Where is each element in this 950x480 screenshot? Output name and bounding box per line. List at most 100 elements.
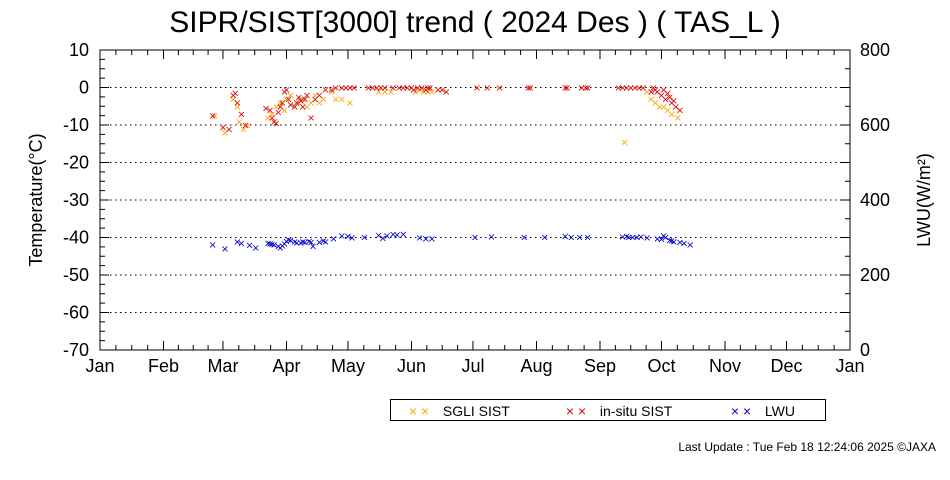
insitu-point: × [649, 83, 657, 94]
y2-tick-label: 0 [860, 340, 870, 360]
insitu-point: × [350, 83, 358, 94]
sgli-point: × [315, 98, 323, 109]
insitu-point: × [647, 87, 655, 98]
sgli-point: × [233, 102, 241, 113]
lwu-point: × [561, 232, 569, 243]
lwu-point: × [252, 243, 260, 254]
sgli-point: × [303, 102, 311, 113]
insitu-point: × [293, 98, 301, 109]
insitu-point: × [311, 94, 319, 105]
chart-title: SIPR/SIST[3000] trend ( 2024 Des ) ( TAS… [169, 6, 781, 39]
lwu-point: × [520, 232, 528, 243]
lwu-point: × [284, 235, 292, 246]
insitu-point: × [581, 83, 589, 94]
legend-label-sgli: SGLI SIST [442, 403, 510, 419]
lwu-point: × [305, 236, 313, 247]
lwu-point: × [301, 238, 309, 249]
lwu-point: × [309, 241, 317, 252]
insitu-point: × [403, 83, 411, 94]
lwu-point: × [618, 232, 626, 243]
y-tick-label: -20 [63, 153, 89, 173]
sgli-point: × [286, 91, 294, 102]
insitu-point: × [561, 83, 569, 94]
y-tick-label: 0 [79, 78, 89, 98]
lwu-point: × [348, 233, 356, 244]
insitu-point: × [653, 87, 661, 98]
lwu-point: × [637, 232, 645, 243]
y-tick-label: -10 [63, 115, 89, 135]
legend-marker-lwu: × × [730, 403, 752, 419]
y2-tick-label: 800 [860, 40, 890, 60]
sgli-point: × [647, 94, 655, 105]
axis-labels: 100-10-20-30-40-50-60-708006004002000Jan… [26, 40, 934, 376]
x-tick-label: Aug [520, 356, 552, 376]
lwu-point: × [661, 233, 669, 244]
insitu-point: × [577, 83, 585, 94]
lwu-point: × [307, 238, 315, 249]
insitu-point: × [563, 83, 571, 94]
y-tick-label: 10 [69, 40, 89, 60]
axis-ticks [99, 49, 851, 351]
insitu-point: × [225, 124, 233, 135]
insitu-point: × [229, 91, 237, 102]
sgli-point: × [374, 87, 382, 98]
insitu-point: × [303, 91, 311, 102]
insitu-point: × [422, 85, 430, 96]
insitu-point: × [665, 92, 673, 103]
insitu-point: × [237, 109, 245, 120]
sgli-point: × [620, 137, 628, 148]
lwu-point: × [276, 243, 284, 254]
insitu-point: × [442, 87, 450, 98]
lwu-point: × [686, 240, 694, 251]
insitu-point: × [622, 83, 630, 94]
sgli-point: × [381, 87, 389, 98]
insitu-point: × [219, 122, 227, 133]
lwu-point: × [422, 234, 430, 245]
insitu-point: × [282, 85, 290, 96]
legend-item-lwu: × × LWU [721, 401, 795, 421]
lwu-point: × [659, 231, 667, 242]
insitu-point: × [280, 87, 288, 98]
insitu-point: × [409, 85, 417, 96]
sgli-point: × [668, 109, 676, 120]
insitu-point: × [278, 98, 286, 109]
x-tick-label: Jul [461, 356, 484, 376]
insitu-point: × [299, 102, 307, 113]
sgli-point: × [411, 87, 419, 98]
insitu-point: × [338, 83, 346, 94]
sgli-point: × [346, 98, 354, 109]
insitu-point: × [635, 83, 643, 94]
y-axis-label: Temperature(°C) [26, 133, 46, 266]
sgli-point: × [651, 98, 659, 109]
insitu-point: × [399, 83, 407, 94]
sgli-point: × [229, 94, 237, 105]
lwu-point: × [338, 231, 346, 242]
y-tick-label: -50 [63, 265, 89, 285]
lwu-point: × [274, 241, 282, 252]
insitu-point: × [657, 91, 665, 102]
insitu-point: × [233, 98, 241, 109]
legend-label-lwu: LWU [764, 403, 795, 419]
lwu-point: × [266, 239, 274, 250]
lwu-point: × [278, 241, 286, 252]
insitu-point: × [668, 98, 676, 109]
lwu-point: × [665, 235, 673, 246]
lwu-point: × [487, 232, 495, 243]
lwu-point: × [540, 233, 548, 244]
y-tick-label: -70 [63, 340, 89, 360]
lwu-point: × [393, 230, 401, 241]
lwu-point: × [264, 239, 272, 250]
legend-item-sgli: × × SGLI SIST [399, 401, 510, 421]
insitu-point: × [346, 83, 354, 94]
insitu-point: × [524, 83, 532, 94]
legend-marker-sgli: × × [408, 403, 430, 419]
sgli-point: × [211, 111, 219, 122]
x-tick-label: Jun [397, 356, 426, 376]
insitu-point: × [272, 119, 280, 130]
insitu-point: × [426, 83, 434, 94]
insitu-point: × [663, 89, 671, 100]
insitu-point: × [327, 85, 335, 96]
x-tick-label: Nov [709, 356, 741, 376]
sgli-point: × [268, 109, 276, 120]
